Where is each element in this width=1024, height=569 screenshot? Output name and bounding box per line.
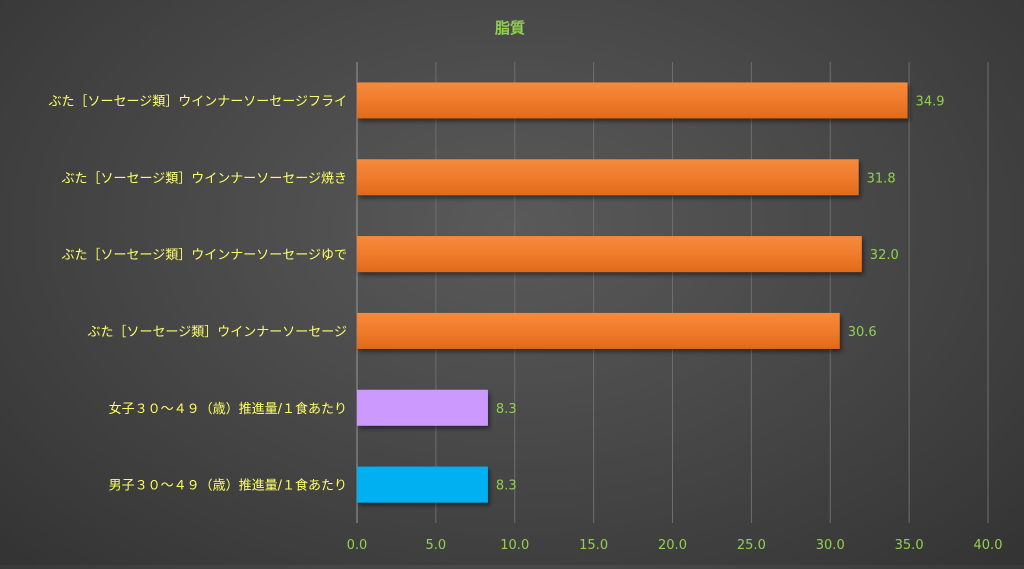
x-tick-label: 35.0: [895, 538, 924, 553]
bar: [357, 312, 840, 349]
bar: [357, 82, 908, 119]
category-label: ぶた［ソーセージ類］ウインナーソーセージ: [88, 325, 347, 340]
bar: [357, 236, 862, 273]
bar: [357, 389, 488, 426]
x-tick-label: 30.0: [816, 538, 845, 553]
bar: [357, 159, 859, 196]
category-label: 女子３０～４９（歳）推進量/１食あたり: [109, 401, 347, 417]
chart-title: 脂質: [495, 19, 525, 37]
value-label: 30.6: [848, 325, 877, 340]
value-label: 8.3: [496, 402, 517, 417]
bars: [357, 82, 908, 503]
x-tick-label: 10.0: [500, 538, 529, 553]
value-label: 31.8: [867, 171, 896, 186]
x-tick-label: 20.0: [658, 538, 687, 553]
x-tick-label: 25.0: [737, 538, 766, 553]
value-label: 32.0: [870, 248, 899, 263]
x-tick-label: 40.0: [974, 538, 1003, 553]
x-tick-label: 0.0: [347, 538, 368, 553]
category-label: 男子３０～４９（歳）推進量/１食あたり: [109, 478, 347, 494]
value-label: 34.9: [916, 94, 945, 109]
x-tick-label: 15.0: [579, 538, 608, 553]
x-tick-label: 5.0: [426, 538, 447, 553]
labels: 0.0 5.0 10.0 15.0 20.0 25.0 30.0 35.0 40.0 ぶた［ソーセ…: [49, 94, 1003, 553]
category-label: ぶた［ソーセージ類］ウインナーソーセージフライ: [49, 94, 347, 109]
category-label: ぶた［ソーセージ類］ウインナーソーセージゆで: [62, 248, 347, 263]
category-label: ぶた［ソーセージ類］ウインナーソーセージ焼き: [62, 171, 347, 186]
bar: [357, 466, 488, 503]
value-label: 8.3: [496, 479, 517, 494]
gridlines: [356, 62, 989, 523]
